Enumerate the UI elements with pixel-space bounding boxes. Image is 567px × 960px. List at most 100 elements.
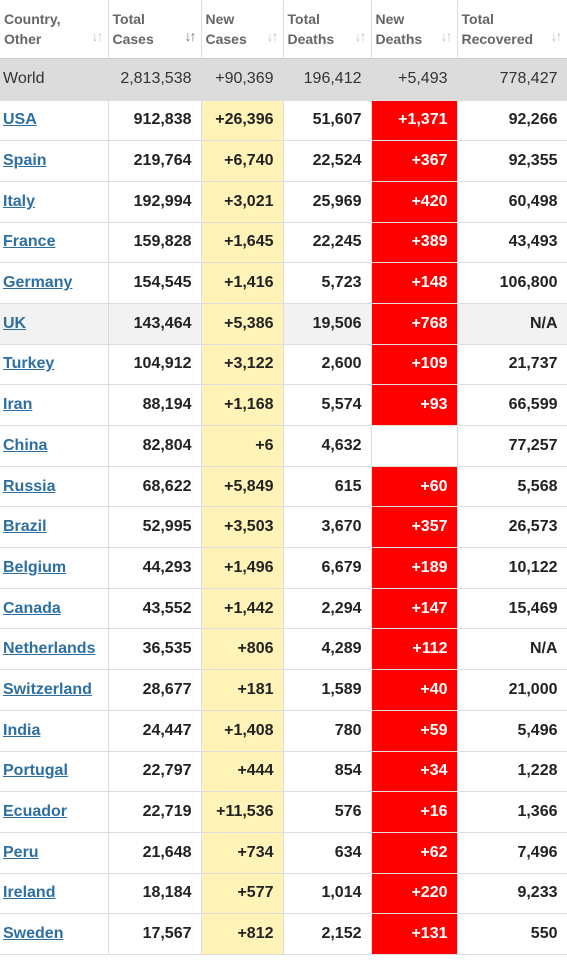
total-deaths-cell: 51,607	[283, 100, 372, 142]
total-deaths-cell: 2,600	[283, 344, 372, 386]
table-row: Italy 192,994 +3,021 25,969 +420 60,498	[0, 181, 567, 223]
new-deaths-cell: +62	[371, 832, 458, 874]
sort-icon[interactable]: ↓↑	[440, 27, 453, 44]
header-new-deaths[interactable]: New Deaths ↓↑	[371, 0, 458, 59]
total-cases-cell: 36,535	[108, 628, 202, 671]
new-deaths-cell: +16	[371, 791, 458, 833]
sort-icon[interactable]: ↓↑	[91, 27, 104, 44]
total-cases-cell: 143,464	[108, 303, 202, 345]
table-row: Switzerland 28,677 +181 1,589 +40 21,000	[0, 669, 567, 711]
total-cases-cell: 82,804	[108, 425, 202, 467]
new-deaths-cell: +93	[371, 384, 458, 426]
country-link[interactable]: Switzerland	[3, 680, 92, 698]
total-recovered-cell: 5,496	[457, 710, 567, 752]
table-row: Russia 68,622 +5,849 615 +60 5,568	[0, 466, 567, 508]
total-cases-cell: 2,813,538	[108, 58, 202, 101]
total-cases-cell: 68,622	[108, 466, 202, 508]
total-recovered-cell: 5,568	[457, 466, 567, 508]
total-recovered-cell: 43,493	[457, 222, 567, 264]
total-recovered-cell: N/A	[457, 303, 567, 345]
sort-icon[interactable]: ↓↑	[550, 27, 563, 44]
country-cell: Russia	[0, 466, 109, 508]
country-link[interactable]: Ecuador	[3, 803, 68, 821]
country-link[interactable]: USA	[3, 111, 37, 129]
new-cases-cell: +734	[201, 832, 284, 874]
header-total-recovered[interactable]: Total Recovered ↓↑	[457, 0, 567, 59]
total-cases-cell: 44,293	[108, 547, 202, 589]
sort-icon[interactable]: ↓↑	[266, 27, 279, 44]
new-cases-cell: +11,536	[201, 791, 284, 833]
country-link[interactable]: China	[3, 436, 48, 454]
country-link[interactable]: France	[3, 233, 56, 251]
header-total-cases[interactable]: Total Cases ↓↑	[108, 0, 202, 59]
country-link[interactable]: Portugal	[3, 762, 68, 780]
total-cases-cell: 154,545	[108, 262, 202, 304]
country-cell: India	[0, 710, 109, 752]
new-deaths-cell: +131	[371, 913, 458, 955]
total-cases-cell: 22,797	[108, 751, 202, 793]
country-link[interactable]: Sweden	[3, 925, 64, 943]
new-cases-cell: +6,740	[201, 140, 284, 182]
total-recovered-cell: 77,257	[457, 425, 567, 467]
country-link[interactable]: Spain	[3, 152, 47, 170]
table-row: China 82,804 +6 4,632 77,257	[0, 425, 567, 467]
sort-icon[interactable]: ↓↑	[354, 27, 367, 44]
total-cases-cell: 912,838	[108, 100, 202, 142]
country-link[interactable]: Netherlands	[3, 640, 96, 658]
total-recovered-cell: 92,355	[457, 140, 567, 182]
sort-icon[interactable]: ↓↑	[184, 27, 197, 44]
country-link[interactable]: Belgium	[3, 558, 67, 576]
country-link[interactable]: Brazil	[3, 518, 47, 536]
total-recovered-cell: 9,233	[457, 873, 567, 915]
new-deaths-cell: +367	[371, 140, 458, 182]
total-deaths-cell: 22,524	[283, 140, 372, 182]
total-deaths-cell: 22,245	[283, 222, 372, 264]
total-cases-cell: 88,194	[108, 384, 202, 426]
table-row: India 24,447 +1,408 780 +59 5,496	[0, 710, 567, 752]
total-cases-cell: 52,995	[108, 506, 202, 549]
country-link[interactable]: India	[3, 721, 41, 739]
total-deaths-cell: 780	[283, 710, 372, 752]
total-deaths-cell: 5,723	[283, 262, 372, 304]
header-total-deaths[interactable]: Total Deaths ↓↑	[283, 0, 372, 59]
new-cases-cell: +3,503	[201, 506, 284, 549]
country-cell: World	[0, 58, 109, 101]
table-row: Canada 43,552 +1,442 2,294 +147 15,469	[0, 588, 567, 630]
total-cases-cell: 219,764	[108, 140, 202, 182]
country-link[interactable]: Ireland	[3, 884, 56, 902]
table-row: Belgium 44,293 +1,496 6,679 +189 10,122	[0, 547, 567, 589]
header-country[interactable]: Country, Other ↓↑	[0, 0, 109, 59]
country-link[interactable]: Germany	[3, 274, 73, 292]
total-deaths-cell: 19,506	[283, 303, 372, 345]
new-deaths-cell: +220	[371, 873, 458, 915]
new-cases-cell: +3,122	[201, 344, 284, 386]
country-cell: Sweden	[0, 913, 109, 955]
country-link[interactable]: Italy	[3, 192, 36, 210]
total-deaths-cell: 5,574	[283, 384, 372, 426]
table-row: Peru 21,648 +734 634 +62 7,496	[0, 832, 567, 874]
country-link[interactable]: Russia	[3, 477, 56, 495]
total-recovered-cell: 15,469	[457, 588, 567, 630]
total-deaths-cell: 25,969	[283, 181, 372, 223]
total-deaths-cell: 1,589	[283, 669, 372, 711]
header-new-cases[interactable]: New Cases ↓↑	[201, 0, 284, 59]
new-cases-cell: +5,849	[201, 466, 284, 508]
total-recovered-cell: 26,573	[457, 506, 567, 549]
country-link[interactable]: Turkey	[3, 355, 55, 373]
total-deaths-cell: 6,679	[283, 547, 372, 589]
new-cases-cell: +3,021	[201, 181, 284, 223]
total-deaths-cell: 854	[283, 751, 372, 793]
country-cell: Canada	[0, 588, 109, 630]
new-deaths-cell: +112	[371, 628, 458, 671]
country-link[interactable]: UK	[3, 314, 27, 332]
country-link[interactable]: Canada	[3, 599, 61, 617]
new-cases-cell: +1,496	[201, 547, 284, 589]
total-recovered-cell: 7,496	[457, 832, 567, 874]
total-recovered-cell: 1,228	[457, 751, 567, 793]
country-link[interactable]: Iran	[3, 396, 33, 414]
country-cell: Portugal	[0, 751, 109, 793]
country-link[interactable]: Peru	[3, 843, 39, 861]
country-cell: Netherlands	[0, 628, 109, 671]
total-deaths-cell: 615	[283, 466, 372, 508]
